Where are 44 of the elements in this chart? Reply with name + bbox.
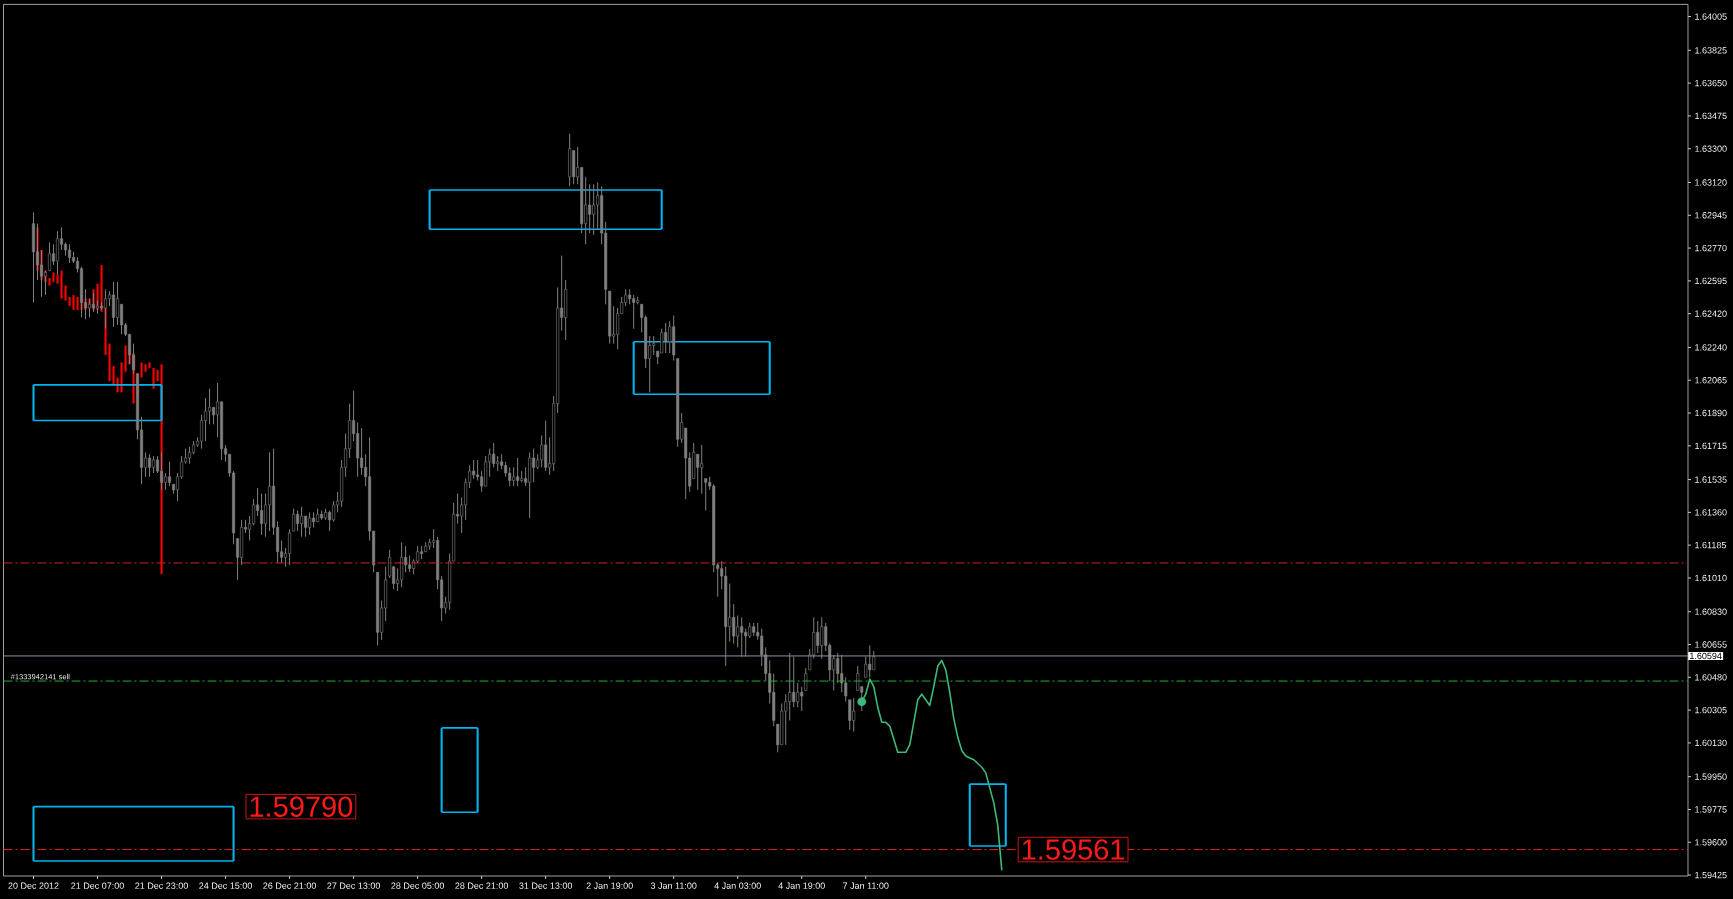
x-tick-label: 4 Jan 19:00 xyxy=(778,882,825,889)
x-tick-label: 4 Jan 03:00 xyxy=(714,882,761,889)
y-tick-label: 1.62770 xyxy=(1695,244,1727,252)
y-tick-label: 1.59950 xyxy=(1695,773,1727,780)
y-tick-label: 1.61890 xyxy=(1695,409,1727,417)
y-tick-label: 1.61715 xyxy=(1695,442,1727,450)
y-tick-label: 1.62420 xyxy=(1695,310,1727,317)
x-tick-label: 2 Jan 19:00 xyxy=(586,882,633,889)
ref-line-label: 1.60594 xyxy=(1690,652,1722,660)
x-tick-label: 21 Dec 23:00 xyxy=(135,882,188,889)
y-tick-label: 1.61360 xyxy=(1695,509,1727,516)
y-tick-label: 1.61185 xyxy=(1695,541,1726,549)
y-tick-label: 1.62065 xyxy=(1695,377,1727,384)
annotation: 1.59561 xyxy=(1022,839,1125,860)
x-tick-label: 20 Dec 2012 xyxy=(8,882,59,889)
x-tick-label: 27 Dec 13:00 xyxy=(327,882,381,889)
y-tick-label: 1.62240 xyxy=(1695,344,1727,351)
x-tick-label: 28 Dec 05:00 xyxy=(391,882,445,889)
y-tick-label: 1.63120 xyxy=(1695,179,1727,186)
y-tick-label: 1.60130 xyxy=(1695,739,1727,747)
y-tick-label: 1.61535 xyxy=(1695,476,1727,483)
y-tick-label: 1.60655 xyxy=(1695,641,1727,648)
y-tick-label: 1.59775 xyxy=(1695,806,1727,813)
x-tick-label: 28 Dec 21:00 xyxy=(455,882,509,889)
y-tick-label: 1.60305 xyxy=(1695,706,1727,714)
y-tick-label: 1.63825 xyxy=(1695,47,1727,54)
y-tick-label: 1.63475 xyxy=(1695,112,1727,120)
y-tick-label: 1.60480 xyxy=(1695,674,1727,681)
y-tick-label: 1.63300 xyxy=(1695,145,1727,152)
x-tick-label: 3 Jan 11:00 xyxy=(650,882,697,889)
y-tick-label: 1.64005 xyxy=(1695,13,1727,20)
x-tick-label: 21 Dec 07:00 xyxy=(71,882,124,889)
y-tick-label: 1.60830 xyxy=(1695,608,1727,615)
y-tick-label: 1.59600 xyxy=(1695,839,1727,846)
y-tick-label: 1.62945 xyxy=(1695,212,1727,219)
y-tick-label: 1.59425 xyxy=(1695,871,1727,879)
y-tick-label: 1.61010 xyxy=(1695,574,1727,582)
y-tick-label: 1.63650 xyxy=(1695,79,1727,87)
x-tick-label: 24 Dec 15:00 xyxy=(199,882,252,889)
series-label: 1.59790 xyxy=(250,796,353,817)
x-tick-label: 26 Dec 21:00 xyxy=(263,882,316,889)
x-tick-label: 31 Dec 13:00 xyxy=(519,882,573,889)
x-tick-label: 7 Jan 11:00 xyxy=(843,882,889,889)
y-tick-label: 1.62595 xyxy=(1695,277,1727,285)
